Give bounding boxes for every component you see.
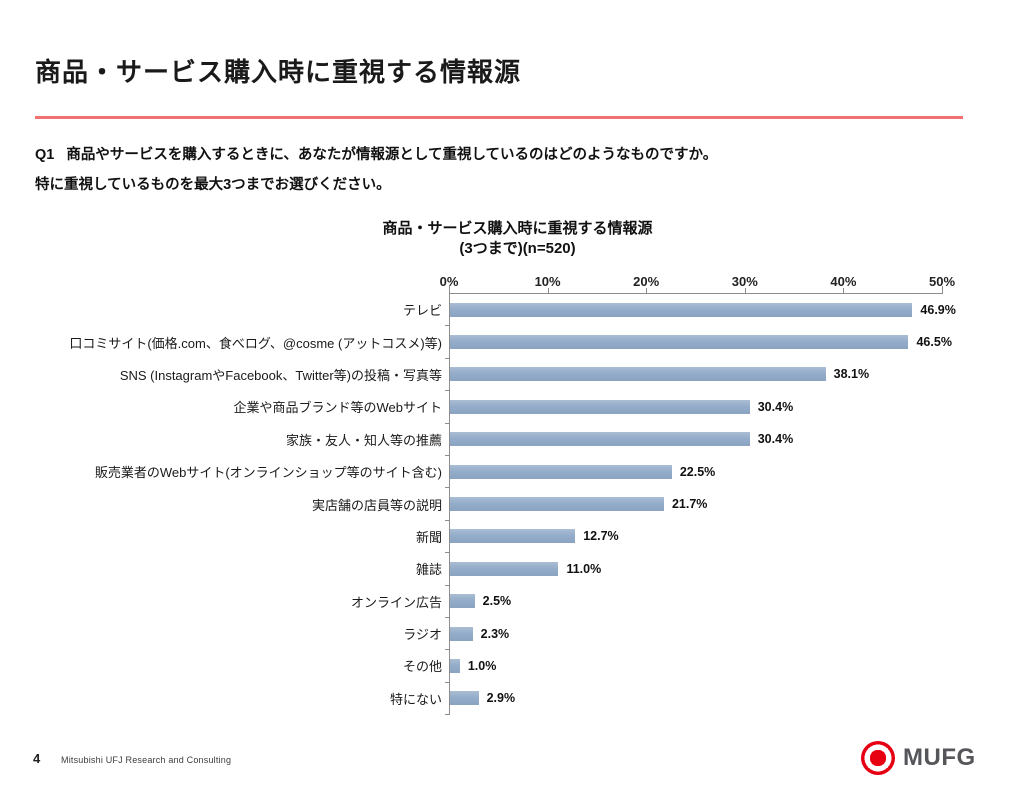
bar (450, 691, 479, 706)
value-label: 46.5% (916, 335, 952, 350)
bar (450, 658, 460, 673)
page-title: 商品・サービス購入時に重視する情報源 (35, 57, 522, 87)
category-label: 企業や商品ブランド等のWebサイト (233, 400, 443, 416)
chart-row: 企業や商品ブランド等のWebサイト 30.4% (35, 390, 1000, 424)
bar (450, 399, 750, 414)
question-number: Q1 (35, 147, 55, 163)
bar-chart: 商品・サービス購入時に重視する情報源 (3つまで)(n=520) 0% 10% 20… (35, 219, 1000, 716)
bar-track: 2.3% (445, 617, 1000, 651)
bar-track: 30.4% (445, 423, 1000, 457)
category-label: 実店舗の店員等の説明 (311, 497, 442, 513)
bar (450, 594, 475, 609)
chart-row: その他 1.0% (35, 649, 1000, 684)
chart-row: 特にない 2.9% (35, 682, 1000, 716)
category-label: ラジオ (403, 627, 442, 643)
category-label: 口コミサイト(価格.com、食べログ、@cosme (アットコスメ)等) (69, 335, 442, 351)
chart-row: 家族・友人・知人等の推薦 30.4% (35, 423, 1000, 457)
chart-row: オンライン広告 2.5% (35, 585, 1000, 619)
bar (450, 561, 559, 576)
x-axis-tick (942, 285, 943, 294)
bar-track: 22.5% (445, 455, 1000, 489)
bar-track: 38.1% (445, 358, 1000, 392)
value-label: 46.9% (920, 302, 956, 317)
bar (450, 626, 473, 641)
chart-row: SNS (InstagramやFacebook、Twitter等)の投稿・写真等… (35, 358, 1000, 392)
category-label: 雑誌 (415, 562, 442, 578)
question-text-1: 商品やサービスを購入するときに、あなたが情報源として重視しているのはどのようなも… (66, 147, 718, 163)
bar-track: 12.7% (445, 520, 1000, 554)
bar-track: 46.5% (445, 325, 1000, 360)
chart-row: 実店舗の店員等の説明 21.7% (35, 487, 1000, 522)
value-label: 2.9% (486, 691, 516, 706)
value-label: 22.5% (679, 464, 716, 479)
bar (450, 497, 664, 512)
chart-row: ラジオ 2.3% (35, 617, 1000, 651)
x-axis-tick-label: 20% (633, 273, 660, 289)
x-axis-tick (449, 285, 450, 294)
chart-title-line-1: 商品・サービス購入時に重視する情報源 (382, 220, 653, 237)
chart-title-line-2: (3つまで)(n=520) (459, 240, 576, 258)
chart-row: 新聞 12.7% (35, 520, 1000, 554)
red-divider-line (35, 116, 963, 119)
category-label: SNS (InstagramやFacebook、Twitter等)の投稿・写真等 (119, 367, 442, 383)
value-label: 21.7% (671, 497, 708, 512)
value-label: 11.0% (566, 561, 602, 576)
x-axis-tick-label: 40% (830, 273, 857, 289)
x-axis-tick-label: 50% (928, 273, 956, 289)
value-label: 12.7% (583, 529, 619, 544)
question-line-2: 特に重視しているものを最大3つまでお選びください。 (35, 176, 391, 193)
x-axis-tick-label: 30% (731, 273, 758, 289)
footer-company-name: Mitsubishi UFJ Research and Consulting (61, 755, 232, 765)
chart-row: 販売業者のWebサイト(オンラインショップ等のサイト含む) 22.5% (35, 455, 1000, 489)
bar (450, 335, 909, 350)
bar (450, 464, 672, 479)
question-line-1: Q1 商品やサービスを購入するときに、あなたが情報源として重視しているのはどのよう… (35, 141, 717, 171)
value-label: 2.3% (480, 626, 510, 641)
chart-row: 雑誌 11.0% (35, 552, 1000, 586)
category-label: 家族・友人・知人等の推薦 (285, 432, 442, 448)
bar-track: 30.4% (445, 390, 1000, 424)
x-axis-tick (843, 287, 845, 294)
bar-track: 11.0% (445, 552, 1000, 586)
bar-track: 46.9% (445, 293, 1000, 327)
chart-rows: テレビ 46.9% 口コミサイト(価格.com、食べログ、@cosme (アットコス… (35, 293, 1000, 716)
chart-row: 口コミサイト(価格.com、食べログ、@cosme (アットコスメ)等) 46.5… (35, 325, 1000, 360)
x-axis-tick-label: 10% (534, 273, 561, 289)
bar-track: 2.5% (445, 585, 1000, 619)
value-label: 38.1% (833, 367, 870, 382)
mufg-logo-text: MUFG (903, 744, 976, 771)
mufg-logo: MUFG (861, 741, 976, 775)
chart-title: 商品・サービス購入時に重視する情報源 (3つまで)(n=520) (35, 219, 1000, 260)
x-axis-tick (646, 287, 648, 294)
x-axis-tick (744, 287, 746, 294)
category-label: オンライン広告 (350, 594, 442, 610)
bar (450, 529, 576, 544)
page-number: 4 (33, 751, 41, 766)
bar (450, 432, 750, 447)
mufg-logo-icon (861, 741, 895, 775)
value-label: 30.4% (757, 399, 794, 414)
category-label: 販売業者のWebサイト(オンラインショップ等のサイト含む) (94, 465, 442, 481)
plot-area: 0% 10% 20% 30% 40% 50% テレビ 46.9% 口コミサイト(価格.com、… (35, 273, 1000, 716)
category-label: 特にない (389, 691, 442, 707)
value-label: 2.5% (482, 594, 512, 609)
bar (450, 302, 913, 317)
category-label: 新聞 (415, 529, 442, 545)
bar (450, 367, 826, 382)
category-label: テレビ (402, 303, 442, 319)
chart-row: テレビ 46.9% (35, 293, 1000, 327)
x-axis-tick (547, 287, 549, 294)
value-label: 1.0% (467, 658, 497, 673)
x-axis-labels: 0% 10% 20% 30% 40% 50% (440, 273, 955, 293)
x-axis-line (449, 285, 943, 294)
bar-track: 21.7% (445, 487, 1000, 522)
value-label: 30.4% (757, 432, 794, 447)
bar-track: 2.9% (445, 682, 1000, 716)
category-label: その他 (402, 659, 442, 675)
question-block: Q1 商品やサービスを購入するときに、あなたが情報源として重視しているのはどのよう… (35, 141, 717, 200)
x-axis-tick-label: 0% (439, 273, 459, 289)
bar-track: 1.0% (445, 649, 1000, 684)
